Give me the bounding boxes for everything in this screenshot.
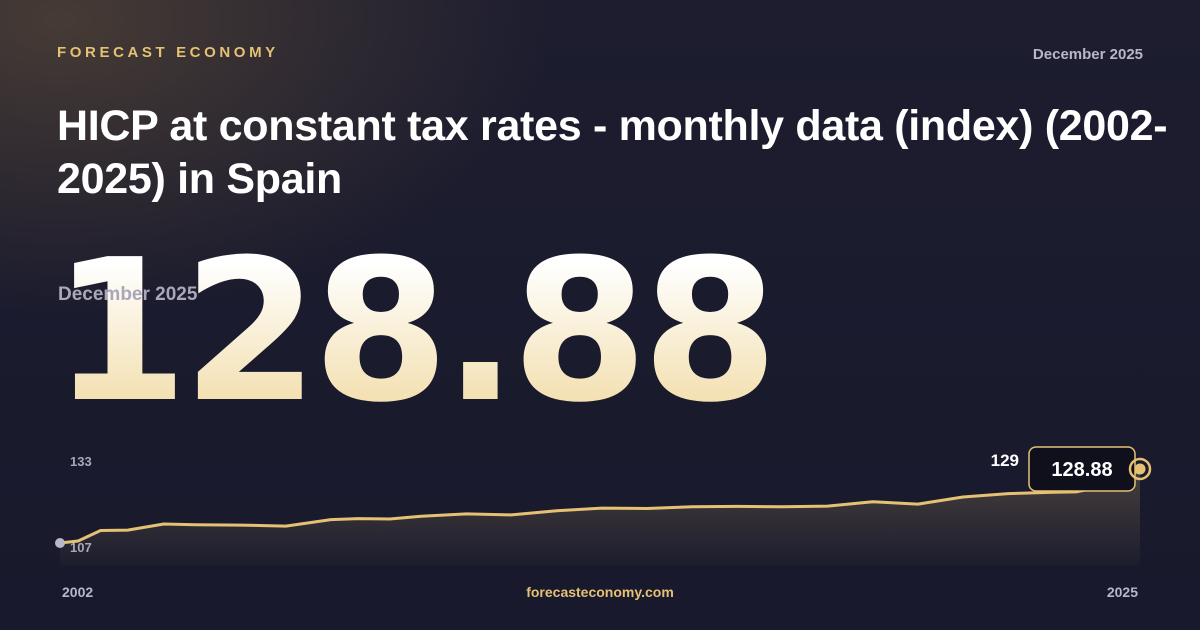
last-value-callout: 128.88: [1028, 446, 1136, 492]
line-chart: 133 107 129 128.88: [55, 446, 1152, 565]
x-axis-start-label: 2002: [62, 584, 94, 600]
y-tick-label-top: 133: [70, 454, 92, 469]
headline-date: December 2025: [58, 284, 198, 305]
page-title: HICP at constant tax rates - monthly dat…: [57, 102, 1168, 203]
end-point-marker: [1134, 463, 1146, 475]
chart-area-fill: [60, 468, 1140, 565]
site-link[interactable]: forecasteconomy.com: [526, 584, 674, 600]
x-axis-end-label: 2025: [1106, 584, 1138, 600]
headline-value: 128.88: [52, 218, 778, 446]
header-date: December 2025: [1032, 46, 1143, 63]
last-value-label: 128.88: [1051, 459, 1112, 481]
end-point-ring: [1128, 457, 1152, 481]
chart-area: 133 107 129 128.88: [0, 430, 1200, 580]
start-point-marker: [55, 538, 65, 548]
chart-line: [58, 467, 1142, 545]
peak-value-label: 129: [991, 451, 1019, 470]
brand-name: FORECAST ECONOMY: [57, 44, 279, 61]
y-tick-label-bottom: 107: [70, 540, 92, 555]
